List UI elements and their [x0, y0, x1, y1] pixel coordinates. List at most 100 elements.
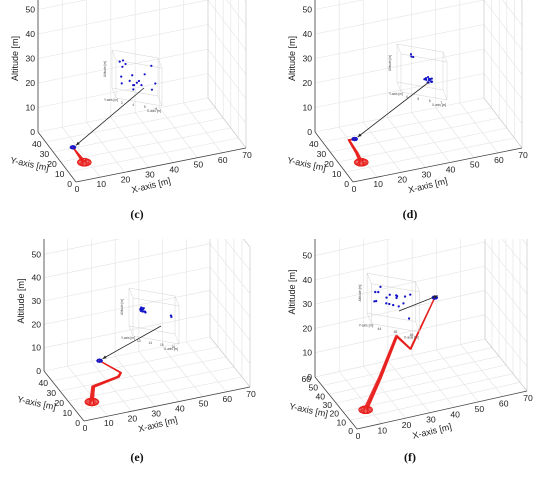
inset-drone-marker [131, 74, 134, 77]
inset-drone-marker [407, 317, 411, 320]
z-axis-label: Altitude [m] [10, 36, 20, 81]
trajectory-line [348, 137, 369, 167]
back-wall-gridline [37, 97, 209, 133]
inset-drone-marker [430, 77, 433, 80]
drone-marker [73, 145, 76, 148]
inset-drone-marker [137, 79, 141, 83]
side-wall-gridline [483, 73, 523, 124]
inset-drone-marker [412, 55, 415, 59]
inset-tick-label: 4 [406, 95, 408, 99]
trajectory-line [363, 297, 436, 414]
inset-box-edge [111, 49, 159, 59]
side-wall-gridline [224, 239, 251, 271]
inset-box-edge [115, 59, 163, 69]
y-tick-label: 40 [32, 139, 42, 149]
z-tick-label: 20 [31, 319, 41, 329]
inset-box-edge [174, 295, 180, 307]
x-tick-label: 70 [242, 150, 252, 160]
inset-box-edge [367, 312, 416, 322]
inset-box-edge [396, 81, 444, 91]
inset-drone-marker [392, 303, 395, 307]
side-wall-gridline [484, 314, 528, 367]
z-tick-label: 40 [31, 273, 41, 283]
callout-arrow [357, 81, 430, 138]
x-tick-label: 60 [499, 398, 509, 408]
z-tick-label: 50 [25, 5, 35, 15]
inset-drone-marker [388, 302, 391, 306]
x-tick-label: 0 [356, 431, 361, 441]
inset-drone-marker [395, 296, 398, 300]
back-wall-gridline [314, 48, 485, 84]
callout-arrow [75, 87, 145, 146]
x-tick-label: 40 [450, 409, 460, 419]
inset-tick-label: 13 [137, 339, 141, 343]
inset-f: 44 45 46 Altitude [m] X-axis [m] Y-axis [m] [358, 272, 420, 339]
y-tick-label: 0 [344, 179, 349, 189]
floor-gridline [183, 102, 222, 154]
box-edge [484, 338, 528, 392]
trajectory-bundle-c [72, 146, 92, 167]
x-tick-label: 10 [378, 426, 388, 436]
side-wall-gridline [209, 243, 251, 294]
back-wall-gridline [314, 24, 485, 59]
floor-gridline [342, 373, 514, 412]
inset-drone-marker [150, 88, 154, 91]
inset-drone-marker [143, 73, 146, 76]
trajectory-bundle-d [347, 137, 369, 167]
drone-cluster-c [69, 145, 77, 150]
x-axis-line [352, 147, 523, 183]
inset-tick-label: 15 [160, 343, 164, 347]
y-tick-label: 60 [301, 374, 311, 384]
inset-drone-marker [403, 295, 407, 298]
floor-gridline [114, 356, 156, 407]
side-wall-gridline [483, 0, 523, 51]
z-tick-label: 20 [25, 78, 35, 88]
floor-gridline [328, 356, 500, 395]
y-tick-label: 10 [62, 408, 72, 418]
floor-gridline [337, 127, 507, 163]
z-tick-label: 10 [302, 103, 312, 113]
z-axis-label: Altitude [m] [287, 269, 297, 314]
inset-tick-label: 16 [171, 345, 175, 349]
z-tick-label: 0 [30, 127, 35, 137]
inset-drone-marker [132, 84, 136, 87]
inset-box-edge [128, 325, 134, 337]
x-tick-label: 40 [169, 165, 179, 175]
inset-box-edge [111, 49, 117, 61]
x-tick-label: 20 [398, 174, 408, 184]
y-tick-label: 40 [38, 378, 48, 388]
floor-gridline [411, 112, 450, 163]
panel-f: 0102030405060700102030405060010203040506… [275, 239, 550, 478]
callout-arrow [398, 295, 438, 312]
drone-cluster-e [96, 358, 103, 364]
inset-drone-marker [154, 82, 157, 85]
inset-y-label: Y-axis [m] [121, 336, 135, 340]
y-tick-label: 40 [309, 139, 319, 149]
back-wall-gridline [37, 0, 209, 35]
z-tick-label: 30 [302, 299, 312, 309]
trajectory-line [362, 297, 436, 415]
inset-tick-label: 6 [429, 99, 431, 103]
z-tick-label: 10 [31, 343, 41, 353]
floor-gridline [459, 102, 499, 154]
y-tick-label: 40 [315, 391, 325, 401]
axes-d [314, 0, 523, 183]
x-tick-label: 40 [175, 404, 185, 414]
x-tick-label: 30 [151, 408, 161, 418]
z-axis-label: Altitude [m] [287, 36, 297, 81]
side-wall-gridline [209, 290, 251, 341]
inset-tick-label: 3 [121, 101, 123, 105]
inset-drone-marker [373, 300, 376, 303]
x-tick-label: 30 [422, 169, 432, 179]
side-wall-gridline [209, 266, 251, 318]
inset-box-edge [128, 287, 176, 297]
inset-drone-marker [429, 80, 432, 83]
floor-gridline [67, 366, 235, 402]
trajectory-bundle-e [84, 360, 122, 407]
x-axis-line [75, 147, 247, 183]
inset-drone-marker [409, 53, 413, 56]
floor-gridline [134, 112, 174, 163]
inset-drone-marker [170, 315, 173, 319]
inset-y-label: Y-axis [m] [359, 324, 374, 328]
x-tick-label: 50 [470, 160, 480, 170]
